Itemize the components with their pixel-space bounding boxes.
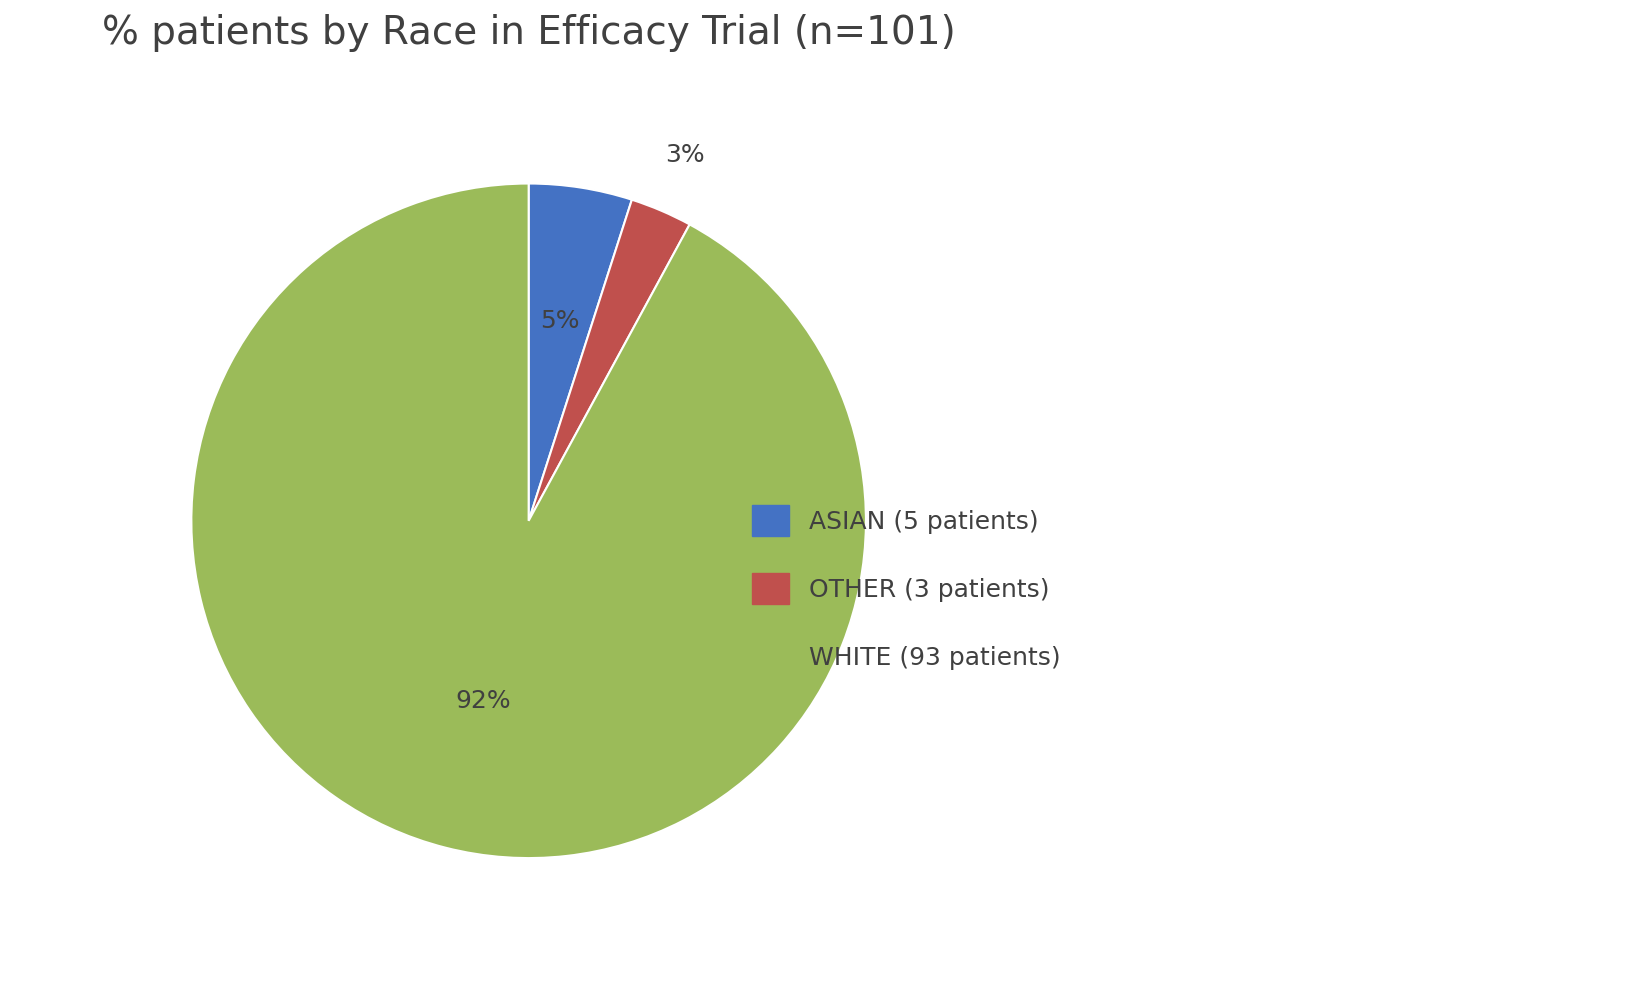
Title: % patients by Race in Efficacy Trial (n=101): % patients by Race in Efficacy Trial (n=…	[102, 14, 955, 52]
Wedge shape	[192, 184, 866, 858]
Legend: ASIAN (5 patients), OTHER (3 patients), WHITE (93 patients): ASIAN (5 patients), OTHER (3 patients), …	[752, 505, 1061, 672]
Text: 3%: 3%	[666, 143, 705, 167]
Text: 92%: 92%	[456, 688, 510, 712]
Wedge shape	[529, 199, 689, 521]
Wedge shape	[529, 184, 631, 521]
Text: 5%: 5%	[540, 309, 580, 333]
